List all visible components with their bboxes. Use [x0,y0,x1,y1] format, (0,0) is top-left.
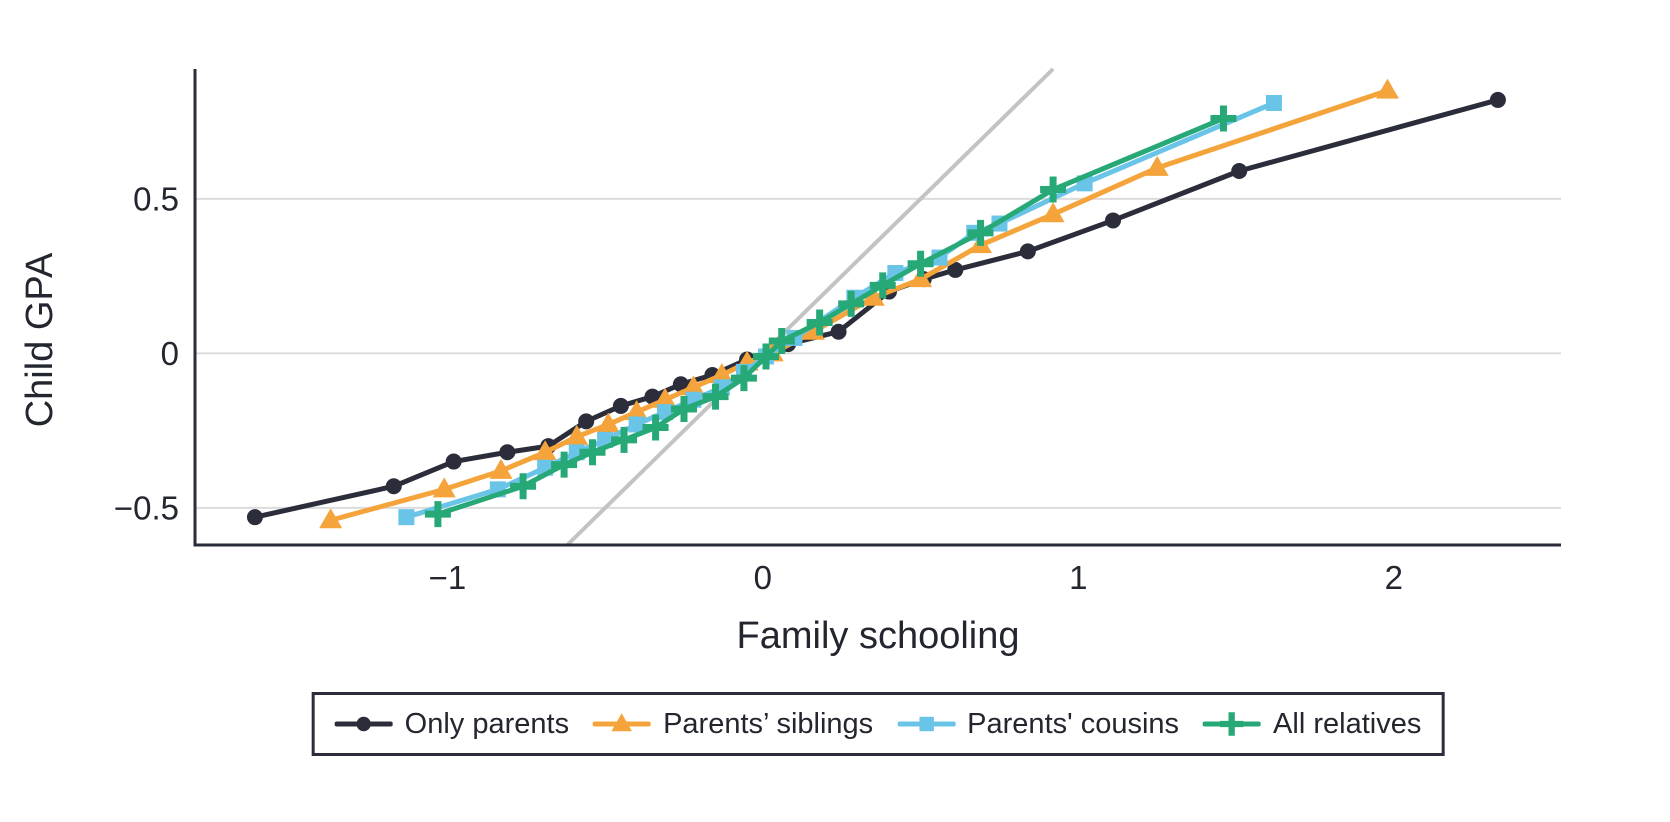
x-axis-title: Family schooling [737,615,1020,657]
circle-marker [1231,163,1248,179]
triangle-marker [319,508,343,529]
plus-marker [702,383,729,410]
triangle-marker [533,440,557,461]
plus-marker [551,451,578,478]
x-tick-label: 0 [754,559,772,596]
y-tick-label: −0.5 [114,489,179,526]
plus-marker [424,501,451,528]
plus-marker [838,290,865,317]
plus-marker [730,365,757,392]
axes-group [193,69,1561,547]
square-marker [918,716,934,732]
triangle-marker [565,424,589,445]
tick-labels-group: 0.5 0 −0.5 −1 0 1 2 [114,180,1403,596]
circle-marker [1019,243,1036,260]
plus-marker [1040,176,1067,203]
legend-item-only-parents: Only parents [334,707,570,740]
plus-legend-icon [1203,712,1262,736]
plus-marker [1210,105,1237,132]
circle-marker [830,323,847,340]
chart-canvas: 0.5 0 −0.5 −1 0 1 2 Family schooling Child GPA [19,67,1561,657]
square-marker [398,509,415,526]
legend-label: Only parents [404,707,570,740]
triangle-marker [710,363,734,383]
square-marker [1265,95,1282,111]
legend: Only parents Parents’ siblings Parents' co… [311,692,1445,756]
plus-marker [579,439,606,466]
legend-label: All relatives [1273,707,1422,740]
circle-marker [246,509,263,526]
plus-marker [1220,712,1244,736]
circle-marker [672,376,689,393]
circle-legend-icon [334,716,393,732]
circle-marker [385,478,402,495]
triangle-marker [432,477,456,498]
plus-marker [670,396,697,422]
triangle-marker [681,375,705,396]
triangle-marker [1375,78,1399,99]
y-axis-title: Child GPA [19,252,61,427]
plus-marker [768,328,795,354]
triangle-legend-icon [593,713,652,732]
plus-marker [869,272,896,299]
legend-label: Parents' cousins [967,707,1180,740]
series-line-only-parents [252,97,1501,520]
square-legend-icon [897,716,956,732]
legend-item-parents-cousins: Parents' cousins [897,709,1179,739]
plus-marker [967,219,994,246]
x-tick-label: 1 [1069,559,1087,596]
triangle-marker [625,400,649,421]
triangle-marker [909,267,933,288]
circle-marker [1105,212,1122,229]
circle-marker [1489,91,1506,108]
legend-label: Parents’ siblings [663,707,874,740]
circle-marker [445,453,462,470]
circle-marker [578,413,595,430]
triangle-marker [489,458,513,479]
x-tick-label: −1 [429,559,467,596]
x-tick-label: 2 [1385,559,1403,596]
gridlines [195,197,1561,509]
plus-marker [510,473,537,500]
y-tick-label: 0 [161,335,179,372]
plus-marker [753,343,780,370]
series-group [246,78,1506,529]
circle-marker [612,397,629,414]
triangle-marker [1041,202,1065,223]
plus-marker [907,250,934,277]
plus-marker [611,426,638,453]
legend-item-all-relatives: All relatives [1203,709,1421,739]
plus-marker [642,414,669,441]
triangle-marker [1145,155,1169,176]
triangle-marker [596,412,620,433]
reference-line-group [565,67,1055,547]
y-tick-label: 0.5 [133,180,179,217]
triangle-marker [861,285,885,306]
series-line-all-relatives [435,115,1226,517]
circle-marker [356,716,371,732]
circle-marker [947,261,964,278]
legend-item-parents-siblings: Parents’ siblings [593,709,873,739]
square-marker [628,416,645,433]
circle-marker [644,388,661,405]
circle-marker [499,444,516,461]
plus-marker [806,309,833,336]
triangle-marker [653,387,677,408]
reference-line [565,67,1055,547]
triangle-marker [611,713,633,732]
